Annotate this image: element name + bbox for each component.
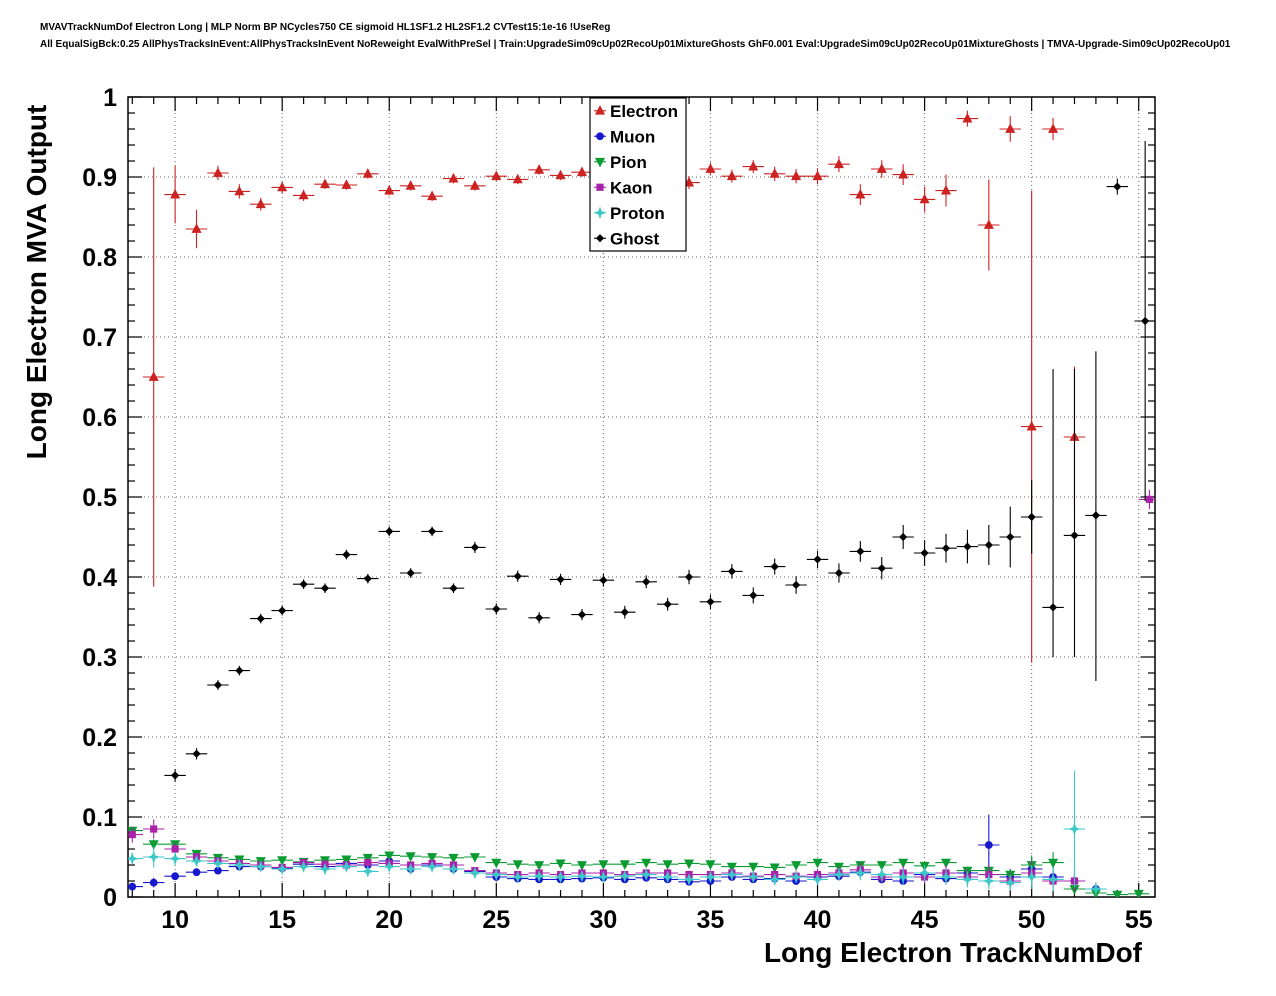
- legend-label-electron: Electron: [610, 102, 678, 121]
- y-tick-label: 0.2: [82, 724, 117, 752]
- y-tick-label: 0.5: [82, 484, 117, 512]
- legend-label-pion: Pion: [610, 153, 647, 172]
- data-layer: [128, 110, 1155, 897]
- x-tick-label: 35: [697, 906, 725, 934]
- legend-entry-proton: [593, 206, 607, 219]
- x-tick-label: 30: [589, 906, 617, 934]
- plot-title-line1: MVAVTrackNumDof Electron Long | MLP Norm…: [40, 22, 611, 33]
- x-tick-label: 50: [1018, 906, 1046, 934]
- legend-entry-muon: [594, 132, 606, 141]
- y-tick-label: 0.4: [82, 564, 117, 592]
- legend-entry-electron: [594, 105, 606, 115]
- legend-entry-ghost: [594, 234, 606, 243]
- y-tick-label: 0.9: [82, 164, 117, 192]
- y-axis-title: Long Electron MVA Output: [21, 105, 52, 460]
- series-kaon: [128, 489, 1155, 892]
- y-tick-label: 0.1: [82, 804, 117, 832]
- x-axis-title: Long Electron TrackNumDof: [764, 937, 1143, 968]
- legend: Electron Muon Pion Kaon Proton Ghost: [589, 97, 687, 252]
- x-tick-label: 15: [268, 906, 296, 934]
- legend-label-ghost: Ghost: [610, 229, 659, 248]
- y-tick-label: 1: [103, 84, 117, 112]
- legend-label-proton: Proton: [610, 204, 665, 223]
- legend-entry-kaon: [594, 183, 606, 191]
- x-tick-label: 55: [1125, 906, 1153, 934]
- x-tick-label: 45: [911, 906, 939, 934]
- x-tick-label: 40: [804, 906, 832, 934]
- y-tick-label: 0.7: [82, 324, 117, 352]
- series-muon: [128, 814, 1107, 896]
- y-tick-label: 0.8: [82, 244, 117, 272]
- plot-title-line2: All EqualSigBck:0.25 AllPhysTracksInEven…: [40, 39, 1231, 50]
- legend-label-kaon: Kaon: [610, 178, 653, 197]
- y-tick-label: 0.6: [82, 404, 117, 432]
- series-pion: [128, 826, 1150, 897]
- y-tick-label: 0.3: [82, 644, 117, 672]
- x-tick-label: 20: [375, 906, 403, 934]
- series-electron: [142, 110, 1086, 663]
- x-tick-label: 10: [161, 906, 189, 934]
- y-tick-label: 0: [103, 884, 117, 912]
- legend-entry-pion: [594, 157, 606, 168]
- series-proton: [128, 770, 1107, 896]
- series-ghost: [164, 141, 1155, 782]
- legend-label-muon: Muon: [610, 127, 655, 146]
- x-tick-label: 25: [482, 906, 510, 934]
